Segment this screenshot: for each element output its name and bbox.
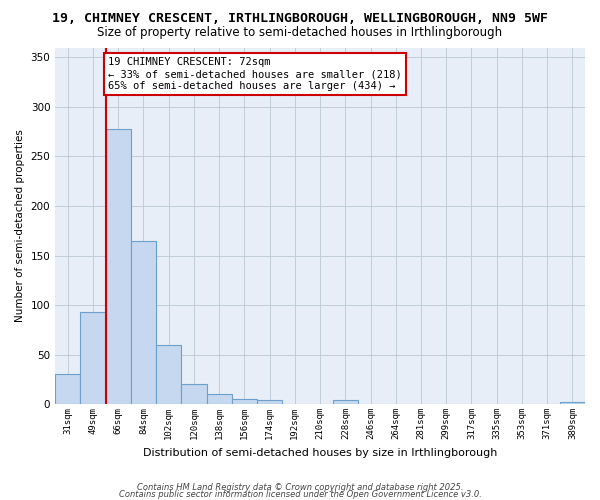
Text: 19, CHIMNEY CRESCENT, IRTHLINGBOROUGH, WELLINGBOROUGH, NN9 5WF: 19, CHIMNEY CRESCENT, IRTHLINGBOROUGH, W…	[52, 12, 548, 26]
Bar	[257, 400, 282, 404]
Bar	[80, 312, 106, 404]
Text: Size of property relative to semi-detached houses in Irthlingborough: Size of property relative to semi-detach…	[97, 26, 503, 39]
Bar	[181, 384, 206, 404]
Bar	[560, 402, 585, 404]
Bar	[106, 128, 131, 404]
Bar	[156, 344, 181, 404]
Bar	[131, 240, 156, 404]
Bar	[55, 374, 80, 404]
Text: 19 CHIMNEY CRESCENT: 72sqm
← 33% of semi-detached houses are smaller (218)
65% o: 19 CHIMNEY CRESCENT: 72sqm ← 33% of semi…	[108, 58, 402, 90]
Bar	[232, 399, 257, 404]
Text: Contains public sector information licensed under the Open Government Licence v3: Contains public sector information licen…	[119, 490, 481, 499]
Text: Contains HM Land Registry data © Crown copyright and database right 2025.: Contains HM Land Registry data © Crown c…	[137, 484, 463, 492]
Bar	[206, 394, 232, 404]
X-axis label: Distribution of semi-detached houses by size in Irthlingborough: Distribution of semi-detached houses by …	[143, 448, 497, 458]
Y-axis label: Number of semi-detached properties: Number of semi-detached properties	[15, 130, 25, 322]
Bar	[332, 400, 358, 404]
